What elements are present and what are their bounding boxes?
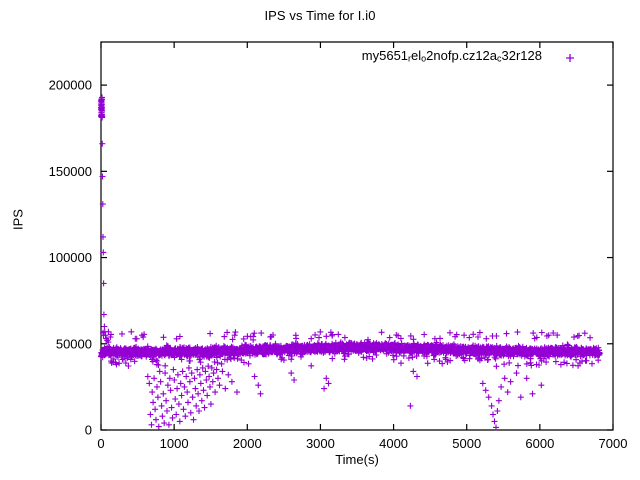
y-tick-label: 50000	[56, 336, 92, 351]
legend-subscript: r	[408, 53, 412, 64]
legend-subscript: o	[421, 53, 427, 64]
y-tick-label: 100000	[49, 250, 92, 265]
x-tick-label: 3000	[306, 436, 335, 451]
y-tick-label: 0	[85, 423, 92, 438]
legend-entry-label: my5651relo2nofp.cz12ac32r128	[362, 48, 542, 64]
x-tick-label: 5000	[452, 436, 481, 451]
chart-title: IPS vs Time for I.i0	[264, 8, 376, 23]
x-tick-label: 6000	[525, 436, 554, 451]
legend-text: my5651	[361, 48, 409, 63]
x-axis-title: Time(s)	[335, 452, 379, 467]
y-tick-label: 200000	[49, 78, 92, 93]
x-tick-label: 4000	[379, 436, 408, 451]
data-points	[98, 94, 603, 431]
legend-key-marker	[566, 54, 574, 62]
legend-subscript: c	[497, 53, 502, 64]
x-tick-label: 0	[97, 436, 104, 451]
x-tick-label: 1000	[160, 436, 189, 451]
legend-text: el	[411, 48, 422, 63]
x-tick-label: 7000	[599, 436, 628, 451]
legend-text: 2nofp.cz12a	[426, 48, 498, 63]
legend-text: 32r128	[501, 48, 542, 63]
y-tick-label: 150000	[49, 164, 92, 179]
x-tick-label: 2000	[233, 436, 262, 451]
scatter-marks	[98, 94, 603, 431]
